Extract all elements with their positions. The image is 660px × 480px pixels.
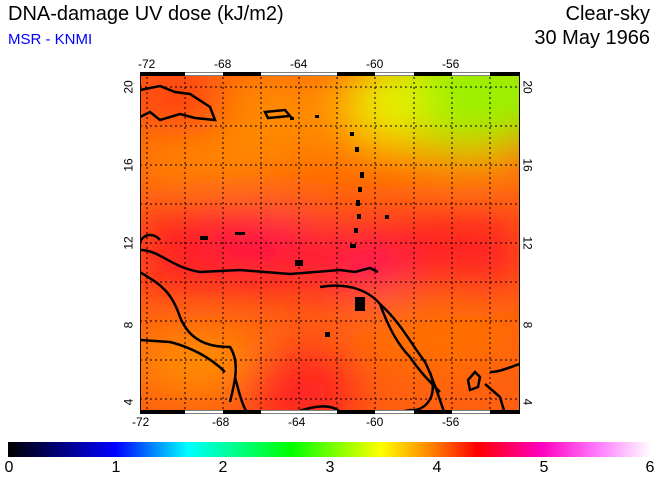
date-label: 30 May 1966: [534, 27, 650, 49]
lon-tick: -68: [214, 57, 232, 71]
condition-label: Clear-sky: [565, 3, 650, 25]
colorbar-label: 3: [325, 459, 335, 476]
lon-tick: -72: [138, 57, 156, 71]
colorbar-label: 0: [4, 459, 14, 476]
lon-tick: -56: [442, 57, 460, 71]
lon-tick: -64: [288, 415, 306, 429]
lat-tick: 8: [121, 321, 136, 329]
colorbar-label: 1: [111, 459, 121, 476]
lat-tick: 4: [121, 398, 136, 406]
lon-tick: -56: [442, 415, 460, 429]
lat-tick: 16: [520, 158, 535, 172]
lat-tick: 20: [121, 80, 136, 94]
colorbar-label: 2: [218, 459, 228, 476]
lat-tick: 12: [520, 236, 535, 250]
lon-tick: -72: [132, 415, 150, 429]
colorbar-label: 6: [645, 459, 655, 476]
frame-scale: [140, 72, 520, 414]
lat-tick: 20: [520, 80, 535, 94]
lon-tick: -64: [290, 57, 308, 71]
uv-dose-map: [140, 72, 520, 414]
lat-tick: 12: [121, 236, 136, 250]
lon-tick: -60: [366, 57, 384, 71]
color-scale-bar: [8, 442, 651, 457]
map-title: DNA-damage UV dose (kJ/m2): [8, 3, 284, 25]
lat-tick: 4: [520, 398, 535, 406]
islands: [200, 115, 389, 337]
lon-tick: -68: [212, 415, 230, 429]
lat-tick: 8: [520, 321, 535, 329]
lon-tick: -60: [366, 415, 384, 429]
source-label: MSR - KNMI: [8, 31, 93, 48]
grid-lines: [140, 72, 520, 414]
colorbar-label: 5: [539, 459, 549, 476]
colorbar-label: 4: [432, 459, 442, 476]
lat-tick: 16: [121, 158, 136, 172]
